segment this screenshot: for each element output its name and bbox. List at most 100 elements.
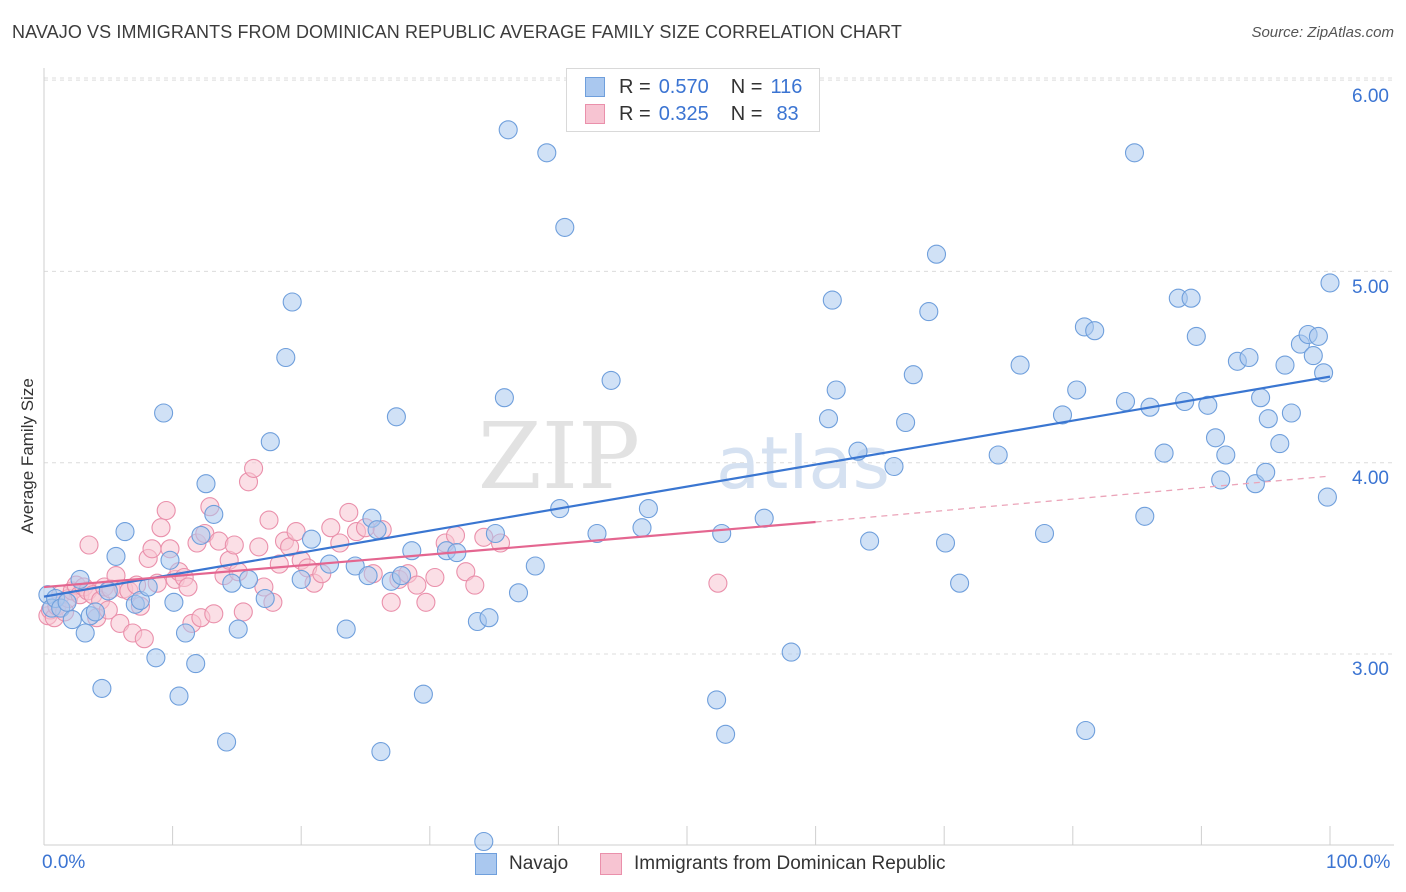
data-point bbox=[479, 608, 499, 628]
data-point bbox=[79, 535, 99, 555]
data-point bbox=[191, 525, 211, 545]
data-point bbox=[1115, 391, 1136, 412]
data-point bbox=[151, 518, 171, 538]
data-point bbox=[754, 508, 774, 528]
x-axis-min-label: 0.0% bbox=[42, 852, 86, 873]
data-point bbox=[134, 629, 154, 649]
data-point bbox=[425, 567, 445, 588]
data-point bbox=[70, 569, 90, 589]
data-point bbox=[1034, 523, 1055, 544]
data-point bbox=[1181, 288, 1201, 308]
data-point bbox=[1154, 443, 1174, 463]
data-point bbox=[371, 742, 391, 762]
data-point bbox=[238, 569, 259, 589]
data-point bbox=[244, 458, 264, 478]
data-point bbox=[474, 831, 494, 852]
data-point bbox=[110, 613, 130, 633]
data-point bbox=[896, 412, 916, 433]
legend-item-dominican: Immigrants from Dominican Republic bbox=[600, 851, 946, 877]
data-point bbox=[381, 592, 401, 612]
data-point bbox=[1076, 720, 1096, 741]
data-point bbox=[1216, 445, 1236, 465]
data-point bbox=[367, 520, 387, 540]
data-point bbox=[286, 522, 306, 542]
trend-lines bbox=[43, 375, 1331, 598]
data-point bbox=[638, 499, 658, 519]
data-point bbox=[903, 365, 923, 385]
data-point bbox=[822, 290, 842, 310]
data-point bbox=[1256, 462, 1276, 482]
r-label: R = bbox=[619, 75, 651, 98]
data-point bbox=[233, 602, 253, 622]
r-label: R = bbox=[619, 102, 651, 125]
legend-row-navajo: R = 0.570 N = 116 bbox=[585, 75, 802, 99]
data-point bbox=[587, 523, 607, 544]
data-point bbox=[178, 577, 198, 597]
data-point bbox=[146, 648, 166, 668]
legend-swatch-navajo bbox=[475, 853, 497, 875]
legend-swatch-navajo bbox=[585, 77, 605, 97]
data-point bbox=[85, 602, 105, 622]
data-point bbox=[160, 550, 180, 570]
data-point bbox=[291, 569, 311, 589]
data-point bbox=[818, 409, 839, 429]
data-point bbox=[154, 403, 174, 423]
data-point bbox=[988, 445, 1008, 465]
data-point bbox=[1270, 434, 1290, 454]
data-point bbox=[494, 388, 514, 408]
data-point bbox=[255, 588, 275, 609]
data-point bbox=[228, 619, 248, 639]
data-point bbox=[75, 623, 95, 643]
data-point bbox=[1010, 355, 1030, 375]
data-point bbox=[1205, 428, 1226, 448]
data-point bbox=[169, 686, 189, 706]
n-label: N = bbox=[730, 102, 763, 125]
data-point bbox=[935, 533, 956, 553]
data-point bbox=[525, 556, 545, 576]
data-point bbox=[115, 522, 135, 542]
data-point bbox=[57, 592, 77, 612]
data-point bbox=[456, 562, 476, 582]
legend-item-navajo: Navajo bbox=[475, 851, 568, 877]
data-point bbox=[259, 510, 279, 530]
trend-line bbox=[43, 520, 816, 589]
source-credit: Source: ZipAtlas.com bbox=[1251, 24, 1394, 41]
data-point bbox=[1211, 470, 1231, 490]
data-point bbox=[1067, 380, 1087, 400]
data-point bbox=[537, 143, 557, 163]
data-point bbox=[330, 533, 350, 553]
data-point bbox=[413, 684, 433, 704]
data-point bbox=[712, 523, 732, 544]
data-point bbox=[1085, 321, 1105, 341]
data-point bbox=[1124, 143, 1145, 163]
data-point bbox=[498, 120, 518, 140]
data-point bbox=[321, 518, 341, 538]
data-point bbox=[204, 604, 224, 624]
data-point bbox=[884, 456, 904, 477]
data-point bbox=[1320, 273, 1340, 293]
data-point bbox=[781, 642, 801, 662]
y-tick-label: 5.00 bbox=[1352, 277, 1389, 298]
data-point bbox=[708, 573, 728, 593]
legend-label-dominican: Immigrants from Dominican Republic bbox=[634, 853, 946, 874]
data-point bbox=[224, 535, 244, 555]
trend-line-extension bbox=[815, 475, 1331, 523]
data-point bbox=[336, 619, 356, 639]
data-point bbox=[175, 623, 196, 643]
legend-swatch-dominican bbox=[600, 853, 622, 875]
data-point bbox=[276, 347, 296, 368]
r-value: 0.325 bbox=[658, 102, 709, 125]
correlation-legend: R = 0.570 N = 116 R = 0.325 N = 83 bbox=[566, 68, 820, 132]
data-point bbox=[1281, 403, 1301, 423]
legend-label-navajo: Navajo bbox=[509, 853, 569, 874]
x-axis-max-label: 100.0% bbox=[1326, 852, 1391, 873]
data-point bbox=[407, 575, 427, 595]
data-point bbox=[707, 690, 727, 710]
series-navajo-points bbox=[38, 120, 1340, 852]
data-point bbox=[1052, 405, 1073, 425]
data-point bbox=[62, 610, 82, 630]
data-point bbox=[1308, 326, 1328, 346]
data-point bbox=[1317, 487, 1337, 507]
data-point bbox=[860, 531, 880, 551]
